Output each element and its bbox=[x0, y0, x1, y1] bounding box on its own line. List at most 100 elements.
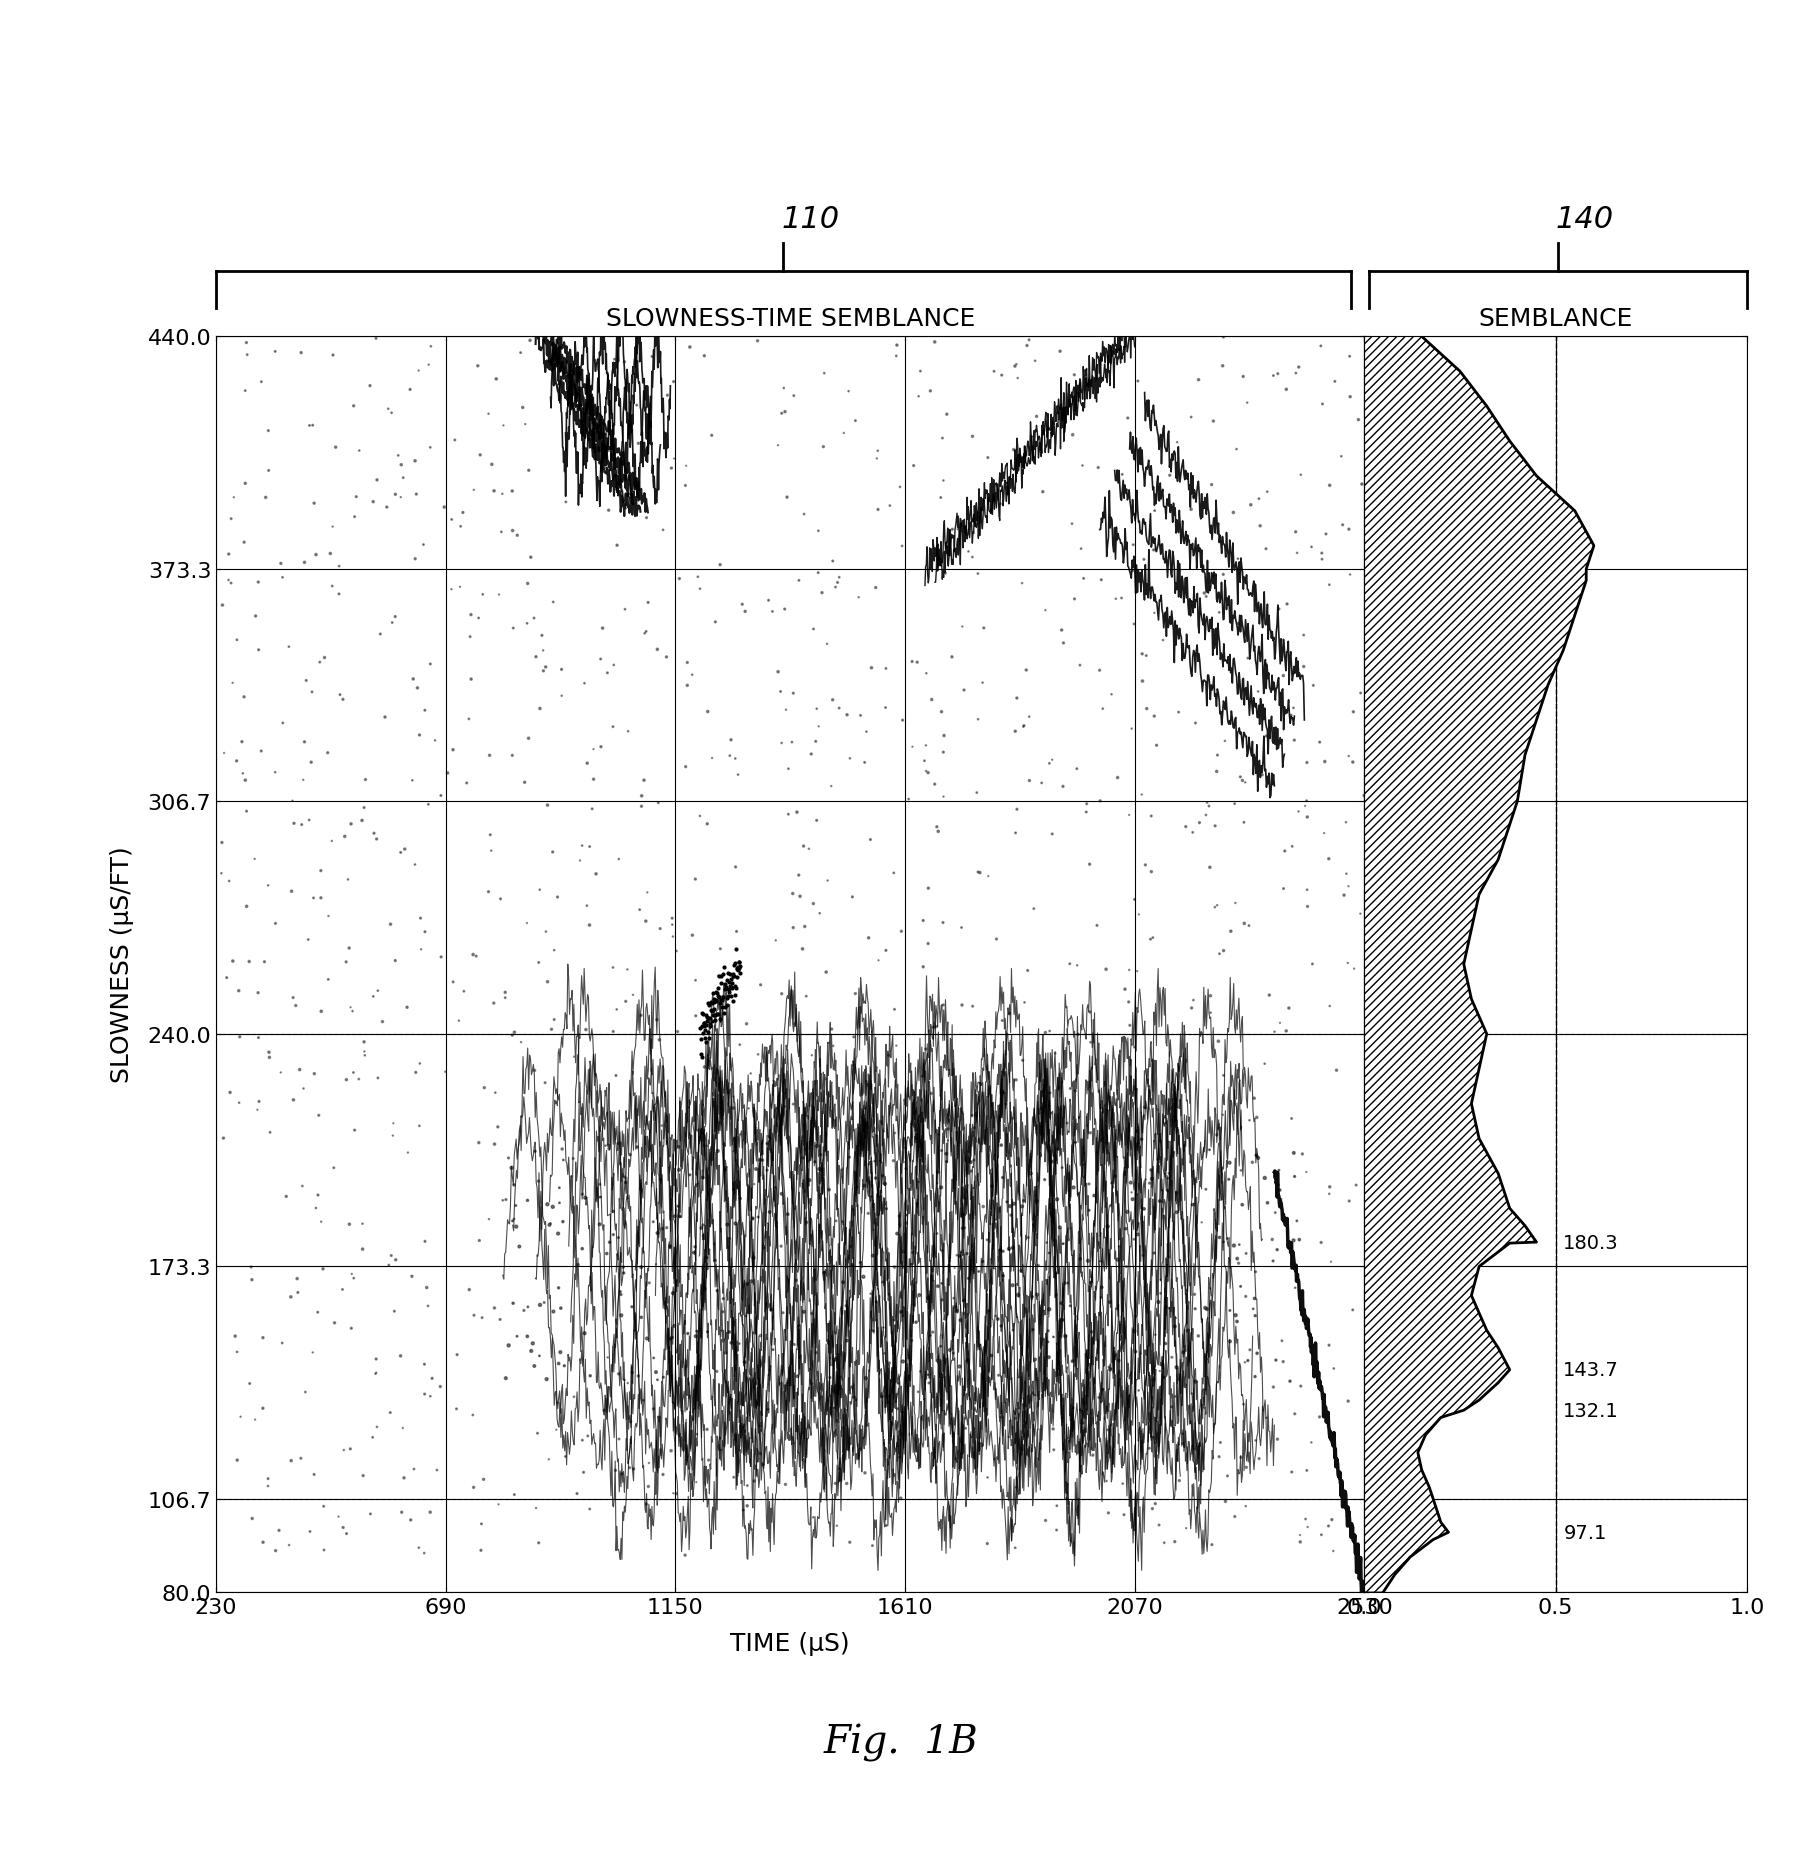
Point bbox=[688, 1019, 717, 1049]
Point bbox=[1306, 332, 1335, 361]
Point bbox=[904, 1377, 933, 1407]
Point bbox=[928, 1285, 956, 1315]
Point bbox=[854, 923, 882, 953]
Point bbox=[227, 727, 256, 757]
Point bbox=[393, 993, 421, 1023]
Point bbox=[319, 513, 348, 543]
Point bbox=[1221, 789, 1250, 819]
Point bbox=[1111, 1251, 1140, 1281]
Point bbox=[1208, 1227, 1237, 1257]
Point bbox=[337, 993, 366, 1023]
Point bbox=[1198, 470, 1226, 500]
Point bbox=[645, 1025, 674, 1054]
Point bbox=[657, 453, 686, 483]
Point bbox=[1333, 1500, 1362, 1530]
Point bbox=[701, 995, 729, 1025]
Point bbox=[1000, 1189, 1028, 1219]
Point bbox=[290, 727, 319, 757]
Point bbox=[695, 1004, 724, 1034]
Point bbox=[387, 483, 416, 513]
Point bbox=[711, 993, 740, 1023]
Point bbox=[1185, 365, 1214, 395]
Point bbox=[290, 549, 319, 579]
Point bbox=[546, 1172, 575, 1202]
Point bbox=[1061, 1077, 1090, 1107]
Point bbox=[587, 1182, 616, 1212]
Point bbox=[969, 1247, 998, 1277]
Point bbox=[958, 1101, 987, 1131]
Point bbox=[1320, 367, 1349, 397]
Point bbox=[688, 1221, 717, 1251]
Point bbox=[946, 1352, 974, 1382]
Point bbox=[1178, 993, 1207, 1023]
Point bbox=[675, 1159, 704, 1189]
Point bbox=[825, 564, 854, 594]
Point bbox=[405, 1532, 434, 1562]
Point bbox=[699, 987, 728, 1017]
Point bbox=[692, 1025, 720, 1054]
Point bbox=[708, 981, 737, 1011]
Point bbox=[317, 571, 346, 601]
Point bbox=[1048, 772, 1077, 802]
Point bbox=[665, 1133, 693, 1163]
Point bbox=[1003, 684, 1032, 714]
Point bbox=[594, 1133, 623, 1163]
Point bbox=[1135, 1169, 1163, 1199]
Point bbox=[261, 759, 290, 789]
Point bbox=[1192, 789, 1221, 819]
Point bbox=[1228, 361, 1257, 391]
Point bbox=[1014, 955, 1043, 985]
Text: 97.1: 97.1 bbox=[1563, 1523, 1606, 1541]
Point bbox=[564, 1249, 593, 1279]
Point bbox=[484, 1489, 513, 1519]
Point bbox=[227, 1403, 256, 1433]
Point bbox=[1084, 453, 1113, 483]
Text: 132.1: 132.1 bbox=[1563, 1401, 1619, 1420]
Point bbox=[510, 1296, 538, 1326]
Point bbox=[1219, 1231, 1248, 1261]
Point bbox=[891, 1208, 920, 1238]
Point bbox=[929, 721, 958, 751]
Point bbox=[965, 858, 994, 888]
Point bbox=[690, 341, 719, 371]
Point bbox=[513, 1292, 542, 1322]
Point bbox=[1192, 1174, 1221, 1204]
Point bbox=[873, 1380, 902, 1410]
Point bbox=[1234, 644, 1263, 674]
Point bbox=[652, 1214, 681, 1244]
Point bbox=[917, 1320, 946, 1350]
Point bbox=[1282, 539, 1311, 569]
Point bbox=[983, 476, 1012, 506]
Point bbox=[456, 1276, 484, 1305]
Point bbox=[946, 1242, 974, 1272]
Point bbox=[998, 1270, 1027, 1300]
Point bbox=[767, 729, 796, 759]
Point bbox=[618, 1358, 647, 1388]
Point bbox=[479, 476, 508, 506]
Point bbox=[789, 935, 818, 965]
Point bbox=[864, 946, 893, 976]
Point bbox=[416, 650, 445, 680]
Point bbox=[611, 1365, 639, 1395]
Point bbox=[623, 1362, 652, 1392]
Point bbox=[402, 479, 430, 509]
Point bbox=[1241, 1283, 1270, 1313]
Point bbox=[1237, 1148, 1266, 1178]
Point bbox=[1349, 781, 1378, 811]
Point bbox=[1023, 1186, 1052, 1216]
Point bbox=[1291, 792, 1320, 822]
Point bbox=[706, 1004, 735, 1034]
Point bbox=[439, 736, 468, 766]
Point bbox=[1041, 1279, 1070, 1309]
Point bbox=[825, 693, 854, 723]
Point bbox=[499, 1171, 528, 1201]
Point bbox=[681, 865, 710, 895]
Point bbox=[704, 961, 733, 991]
Point bbox=[490, 412, 519, 442]
Point bbox=[1203, 740, 1232, 770]
Point bbox=[1259, 1373, 1288, 1403]
Point bbox=[611, 596, 639, 626]
Point bbox=[1059, 1172, 1088, 1202]
Point bbox=[863, 436, 891, 466]
Point bbox=[520, 1056, 549, 1086]
